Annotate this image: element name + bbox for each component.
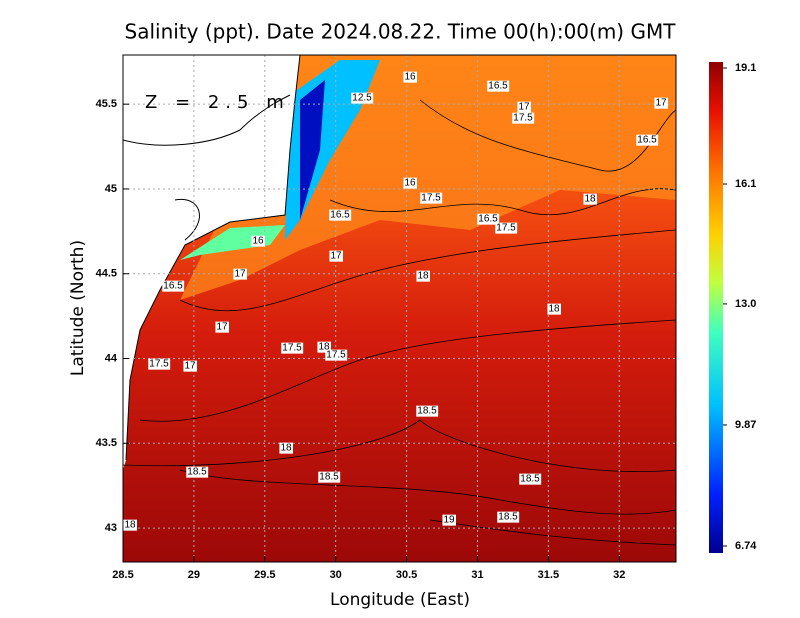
colorbar-tick-label: 9.87	[735, 419, 756, 431]
contour-label: 17	[518, 102, 530, 113]
contour-label: 18.5	[187, 467, 207, 478]
contour-label: 17	[234, 269, 246, 280]
contour-label-bg	[442, 514, 456, 526]
contour-label-bg	[512, 112, 535, 124]
contour-label: 16	[404, 72, 416, 83]
contour-label: 17	[655, 98, 667, 109]
contour-label: 17.5	[421, 193, 441, 204]
contour-label-bg	[654, 97, 668, 109]
contour-label-bg	[517, 101, 531, 113]
contour-label-bg	[279, 442, 293, 454]
contour-label-bg	[519, 473, 542, 485]
contour-label-bg	[547, 303, 561, 315]
contour-label: 18	[280, 443, 292, 454]
y-tick-label: 44	[105, 352, 118, 364]
chart-title: Salinity (ppt). Date 2024.08.22. Time 00…	[125, 20, 677, 44]
contour-label: 18.5	[417, 406, 437, 417]
contour-label: 18	[584, 194, 596, 205]
contour-label-bg	[420, 192, 443, 204]
x-tick-label: 30	[330, 569, 342, 581]
colorbar-tick-label: 13.0	[735, 298, 756, 310]
x-tick-label: 28.5	[112, 569, 133, 581]
contour-label-bg	[416, 270, 430, 282]
contour-label-bg	[162, 280, 185, 292]
contour-label: 18	[318, 342, 330, 353]
x-tick-label: 32	[613, 569, 625, 581]
contour-label-bg	[495, 222, 518, 234]
contour-label-bg	[123, 519, 137, 531]
contour-label-bg	[148, 358, 171, 370]
contour-label-bg	[183, 360, 197, 372]
x-tick-label: 29.5	[254, 569, 275, 581]
y-tick-label: 45	[105, 183, 117, 195]
contour-label-bg	[325, 349, 348, 361]
contour-label-bg	[477, 213, 500, 225]
x-tick-label: 29	[188, 569, 200, 581]
contour-label-bg	[281, 342, 304, 354]
contour-label: 17.5	[496, 223, 516, 234]
plot-frame	[122, 54, 677, 563]
x-tick-label: 30.5	[396, 569, 417, 581]
contour-label-bg	[186, 466, 209, 478]
colorbar-tick-label: 6.74	[735, 540, 757, 552]
contour-label-bg	[329, 209, 352, 221]
contour-label: 16.5	[478, 214, 498, 225]
contour-label: 17.5	[149, 359, 169, 370]
contour-label: 16.5	[330, 210, 350, 221]
contour-label-bg	[351, 92, 374, 104]
y-axis-label: Latitude (North)	[68, 240, 88, 376]
x-tick-label: 31.5	[538, 569, 559, 581]
contour-label: 17	[184, 361, 196, 372]
y-tick-label: 45.5	[96, 98, 117, 110]
y-tick-label: 43.5	[96, 437, 117, 449]
contour-label: 16	[404, 178, 416, 189]
contour-label-bg	[233, 268, 247, 280]
contour-label-bg	[403, 177, 417, 189]
contour-label: 19	[443, 515, 455, 526]
y-tick-label: 43	[105, 522, 117, 534]
contour-label: 16	[252, 236, 264, 247]
colorbar-tick-label: 19.1	[735, 62, 756, 74]
contour-label: 17	[216, 322, 228, 333]
contour-label: 18.5	[319, 472, 339, 483]
contour-label-bg	[215, 321, 229, 333]
y-tick-label: 44.5	[96, 268, 117, 280]
contour-label-bg	[329, 250, 343, 262]
contour-label: 18	[417, 271, 429, 282]
contour-label-bg	[497, 511, 520, 523]
contour-label-bg	[251, 235, 265, 247]
x-tick-label: 31	[471, 569, 483, 581]
contour-label: 17.5	[513, 113, 533, 124]
contour-label-bg	[318, 471, 341, 483]
x-axis-label: Longitude (East)	[330, 590, 470, 610]
contour-label: 12.5	[352, 93, 372, 104]
contour-label-bg	[416, 405, 439, 417]
contour-label: 18.5	[520, 474, 540, 485]
contour-label: 17	[330, 251, 342, 262]
contour-label-bg	[636, 134, 659, 146]
contour-label-bg	[317, 341, 331, 353]
contour-label: 17.5	[282, 343, 302, 354]
contour-label: 17.5	[326, 350, 346, 361]
salinity-field	[123, 55, 676, 562]
contour-label: 16.5	[163, 281, 183, 292]
contour-label: 16.5	[488, 81, 508, 92]
contour-label: 18	[548, 304, 560, 315]
contour-label: 18	[124, 520, 136, 531]
contour-label: 16.5	[637, 135, 657, 146]
colorbar-tick-label: 16.1	[735, 178, 756, 190]
contour-label-bg	[403, 71, 417, 83]
depth-annotation: Z = 2.5 m	[145, 92, 290, 113]
contour-label-bg	[583, 193, 597, 205]
colorbar	[709, 62, 723, 553]
contour-label: 18.5	[498, 512, 518, 523]
contour-label-bg	[487, 80, 510, 92]
